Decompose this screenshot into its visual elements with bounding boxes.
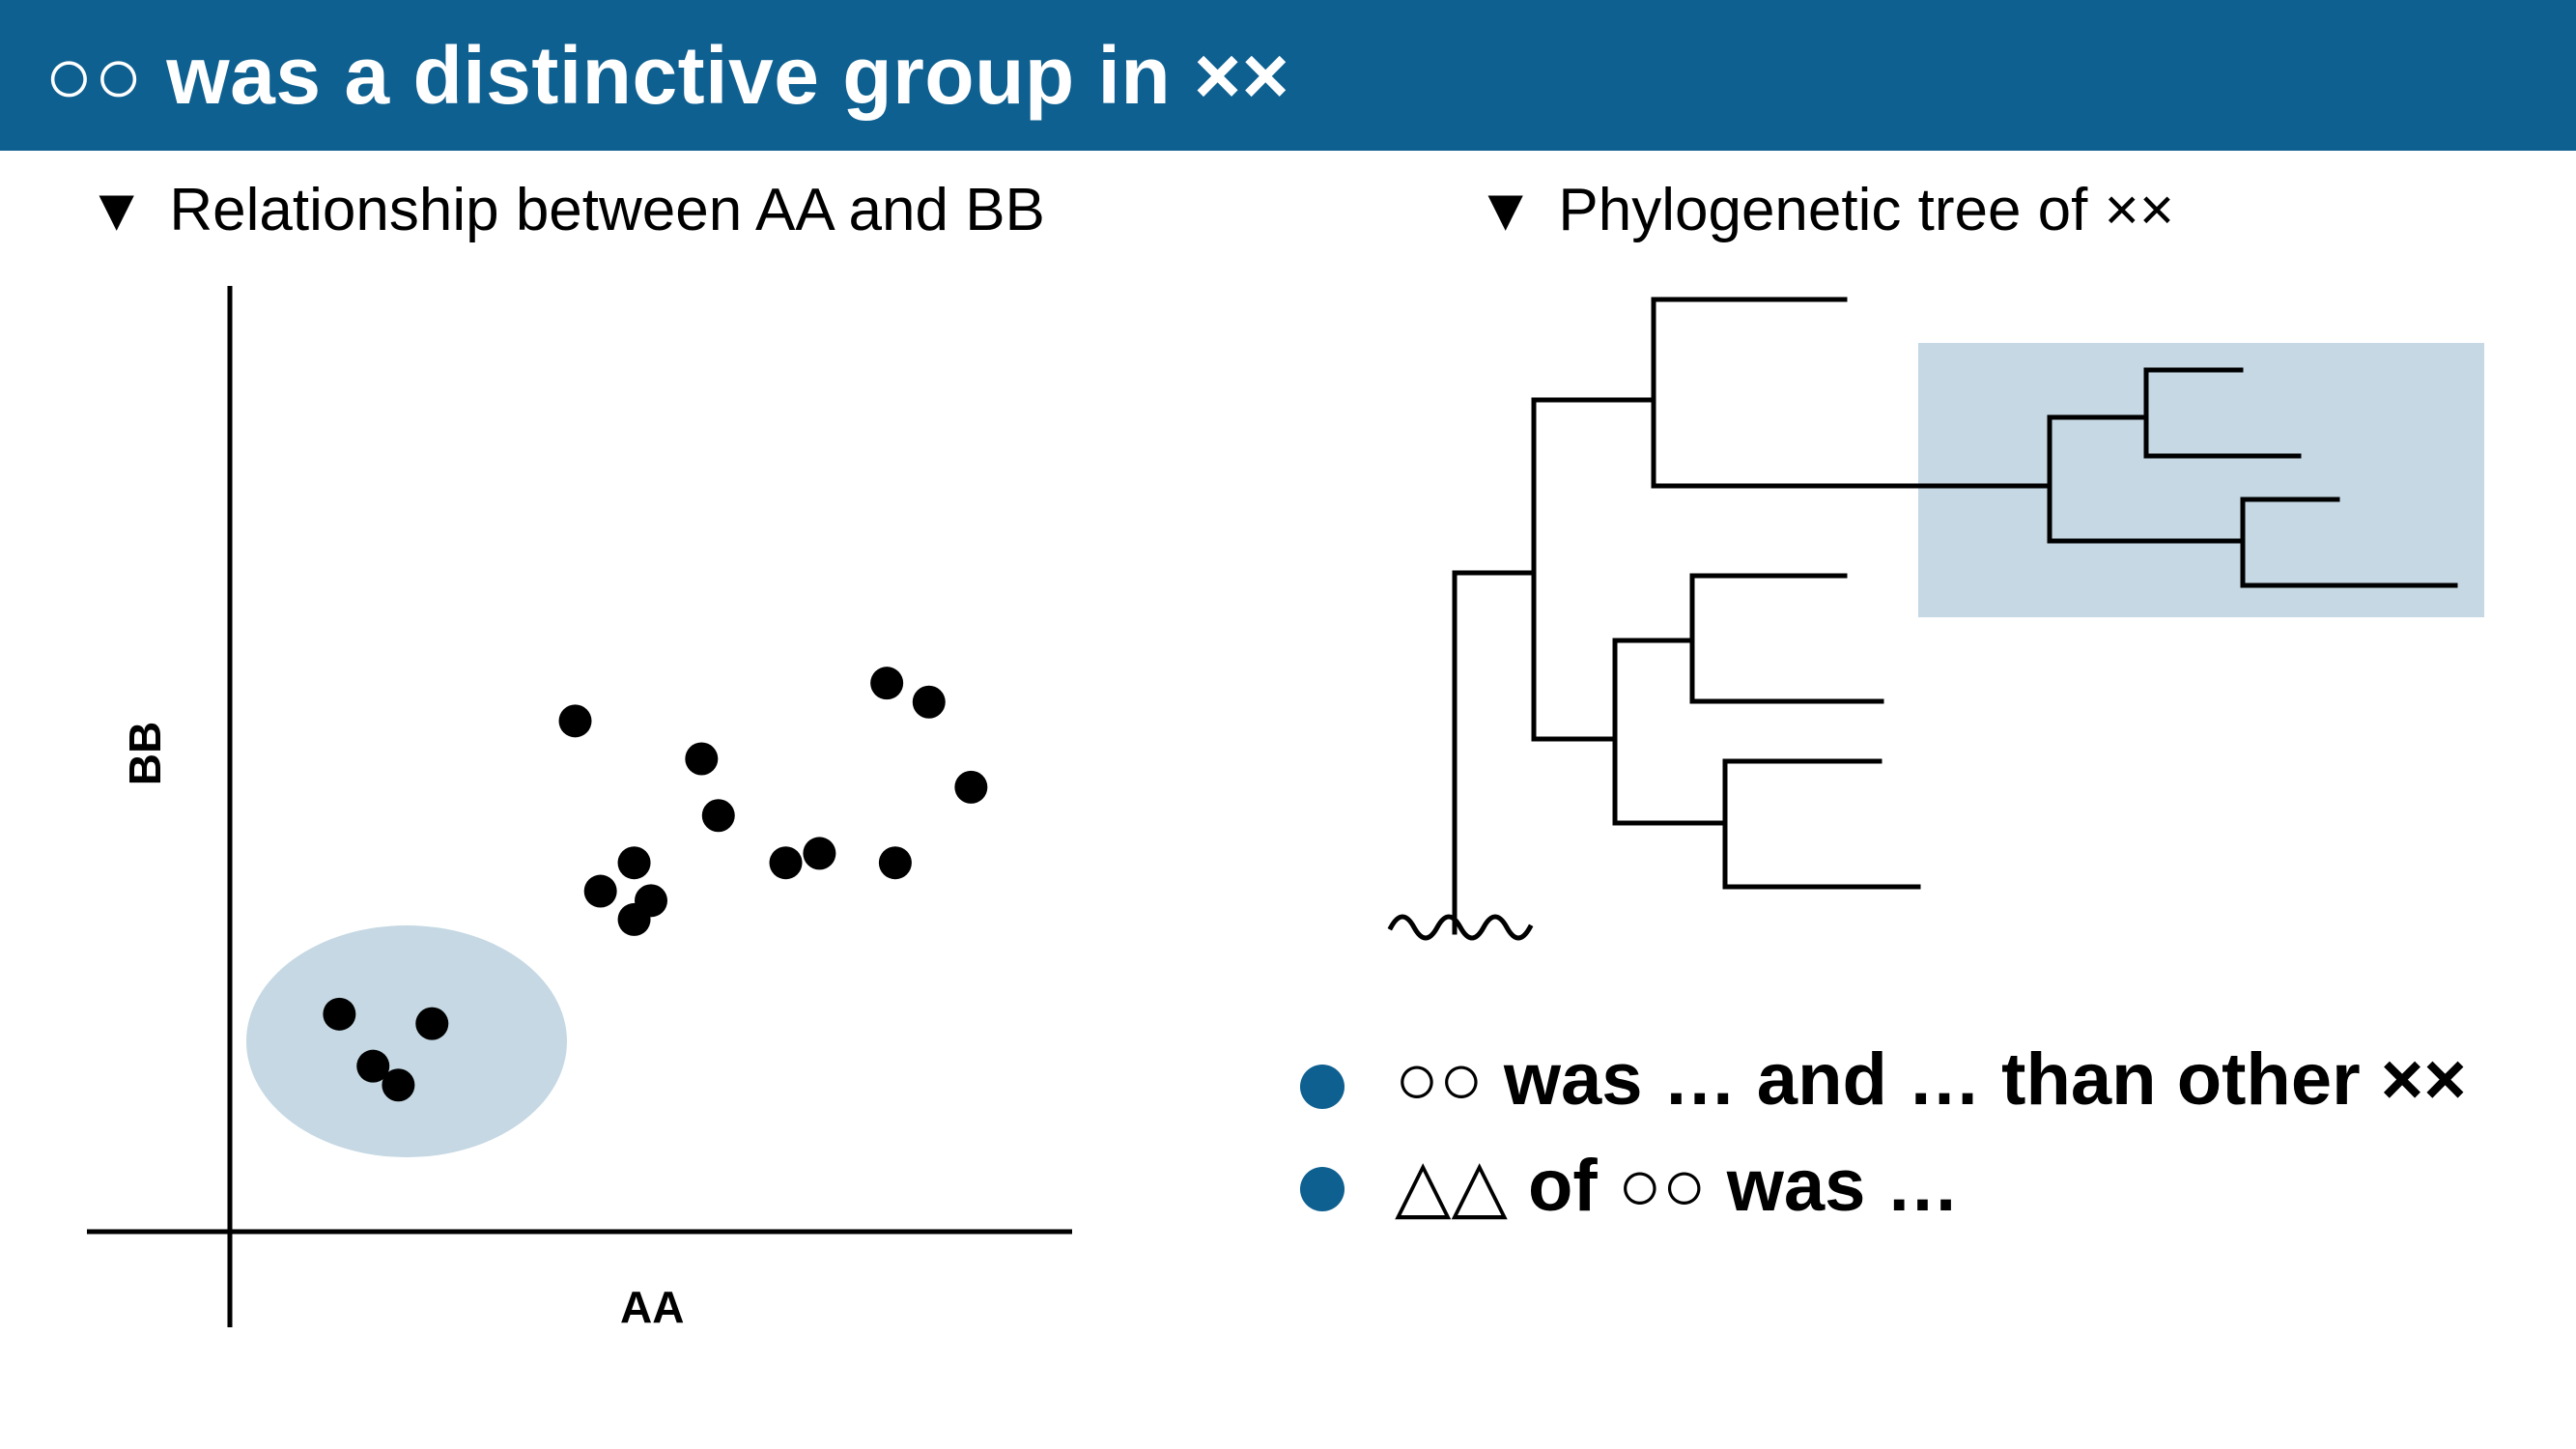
- data-point: [954, 770, 988, 804]
- data-point: [701, 799, 735, 833]
- data-point: [769, 846, 803, 880]
- scatter-heading: ▼ Relationship between AA and BB: [87, 176, 1045, 244]
- highlighted-data-point: [415, 1007, 449, 1040]
- highlighted-data-point: [382, 1068, 415, 1102]
- bullet-text: ○○ was … and … than other ××: [1395, 1038, 2467, 1121]
- slide-title: ○○ was a distinctive group in ××: [44, 30, 1290, 121]
- triangle-marker-icon: ▼: [1476, 177, 1536, 243]
- data-point: [685, 742, 719, 776]
- highlight-ellipse: [246, 925, 567, 1157]
- data-point: [583, 874, 617, 908]
- data-point: [878, 846, 912, 880]
- data-point: [617, 846, 651, 880]
- scatter-points: [323, 667, 988, 1102]
- highlighted-data-point: [323, 997, 356, 1031]
- tree-heading-text: Phylogenetic tree of ××: [1558, 177, 2175, 243]
- data-point: [558, 704, 592, 738]
- bullet-dot-icon: [1300, 1065, 1345, 1109]
- data-point: [803, 837, 836, 870]
- scatter-heading-text: Relationship between AA and BB: [169, 177, 1045, 243]
- bullet-text: △△ of ○○ was …: [1395, 1145, 1960, 1227]
- conclusion-list: ○○ was … and … than other ×× △△ of ○○ wa…: [1294, 1034, 2540, 1246]
- tree-heading: ▼ Phylogenetic tree of ××: [1476, 176, 2174, 244]
- title-bar: ○○ was a distinctive group in ××: [0, 0, 2576, 151]
- highlighted-data-point: [356, 1049, 390, 1083]
- list-item: ○○ was … and … than other ××: [1294, 1034, 2540, 1126]
- data-point: [635, 884, 667, 918]
- data-point: [870, 667, 904, 700]
- highlight-clade-box: [1918, 343, 2484, 617]
- triangle-marker-icon: ▼: [87, 177, 147, 243]
- root-wavy-icon: [1387, 914, 1534, 941]
- bullet-dot-icon: [1300, 1167, 1345, 1211]
- x-axis-label: AA: [620, 1282, 685, 1332]
- list-item: △△ of ○○ was …: [1294, 1140, 2540, 1233]
- data-point: [912, 685, 946, 719]
